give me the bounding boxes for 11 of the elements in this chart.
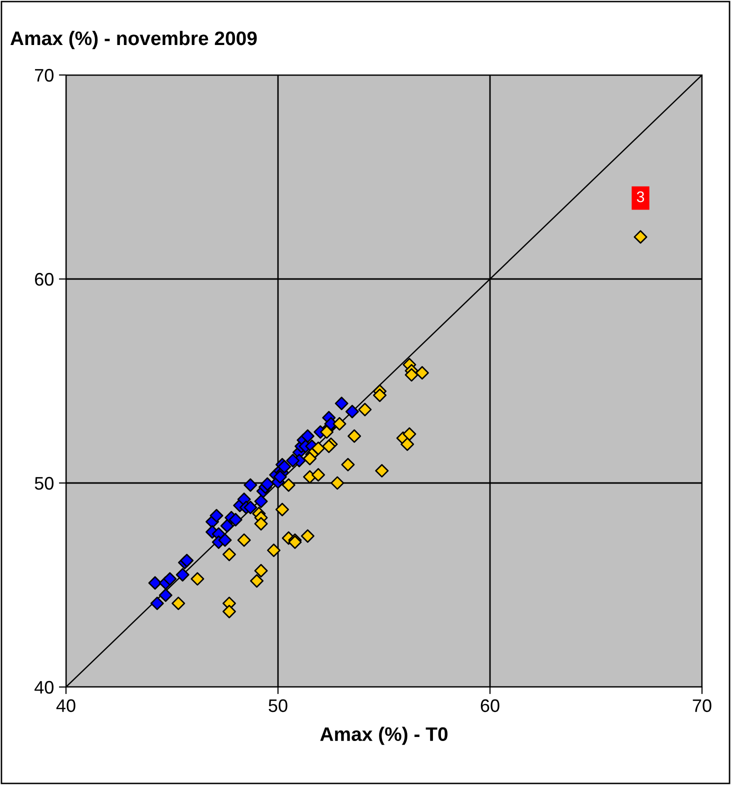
x-tick-label: 70 [692,699,712,712]
y-tick-label: 40 [34,680,54,694]
y-axis-title: Amax (%) - novembre 2009 [10,30,257,50]
y-tick-label: 50 [34,476,54,490]
x-tick-label: 50 [268,699,288,712]
y-tick-label: 60 [35,272,54,286]
x-axis-title: Amax (%) - T0 [320,726,448,745]
x-tick-label: 60 [480,699,500,712]
annotation: 3 [636,191,644,202]
y-tick-label: 70 [35,68,54,82]
x-tick-label: 40 [56,699,76,712]
